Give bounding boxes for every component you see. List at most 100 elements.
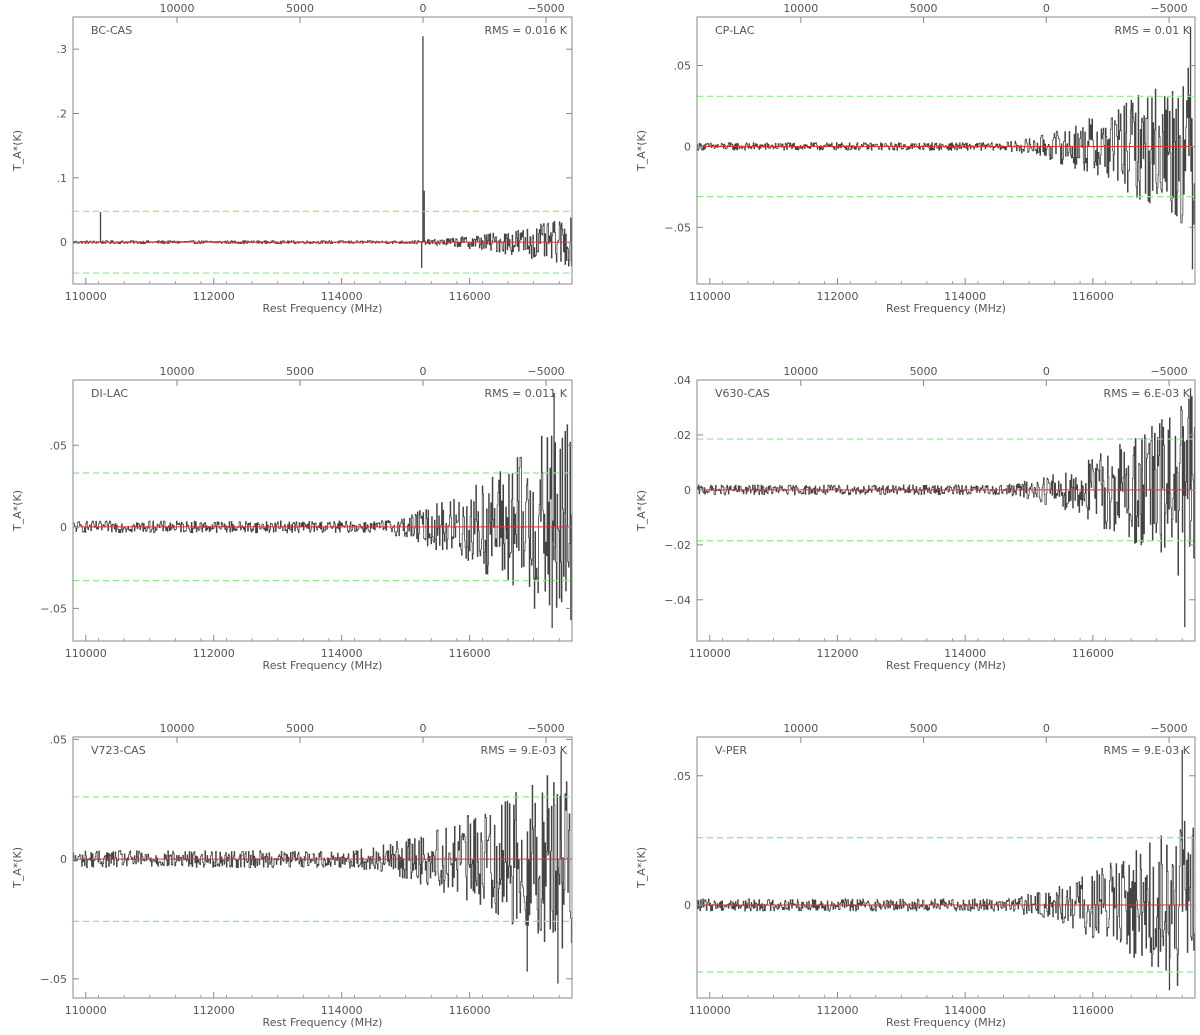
x-tick-label: 112000 [816, 647, 858, 660]
top-axis-tick-label: 10000 [160, 2, 195, 15]
x-tick-label: 110000 [689, 1004, 731, 1017]
top-axis-tick-label: −5000 [1150, 365, 1187, 378]
y-tick-label: −.05 [40, 602, 67, 615]
y-tick-label: −.04 [664, 594, 691, 607]
rms-label: RMS = 0.011 K [484, 387, 567, 400]
top-axis-tick-label: 5000 [910, 722, 938, 735]
rms-label: RMS = 6.E-03 K [1104, 387, 1191, 400]
y-axis-label: T_A*(K) [11, 490, 24, 532]
rms-label: RMS = 0.01 K [1114, 24, 1190, 37]
x-axis-label: Rest Frequency (MHz) [263, 659, 383, 672]
y-axis-label: T_A*(K) [11, 847, 24, 889]
top-axis-tick-label: 0 [420, 365, 427, 378]
x-tick-label: 112000 [193, 647, 235, 660]
source-label: V723-CAS [91, 744, 146, 757]
spectrum-panel-v-per: 110000 112000 114000 116000 10000 5000 0 −5000 0… [635, 722, 1196, 1029]
x-tick-label: 116000 [1072, 290, 1114, 303]
x-tick-label: 112000 [816, 1004, 858, 1017]
x-axis-label: Rest Frequency (MHz) [263, 1016, 383, 1029]
source-label: BC-CAS [91, 24, 132, 37]
top-axis-tick-label: 5000 [910, 2, 938, 15]
x-tick-label: 112000 [193, 290, 235, 303]
x-tick-label: 114000 [321, 290, 363, 303]
plot-frame [72, 379, 573, 642]
x-tick-label: 116000 [1072, 647, 1114, 660]
top-axis-tick-label: 10000 [783, 2, 818, 15]
top-axis-tick-label: 10000 [160, 365, 195, 378]
x-tick-label: 112000 [193, 1004, 235, 1017]
y-tick-label: .05 [50, 439, 68, 452]
x-tick-label: 116000 [449, 290, 491, 303]
top-axis-tick-label: 5000 [286, 722, 314, 735]
top-axis-tick-label: 5000 [910, 365, 938, 378]
y-tick-label: .3 [57, 43, 68, 56]
top-axis-tick-label: 10000 [783, 722, 818, 735]
x-axis-label: Rest Frequency (MHz) [263, 302, 383, 315]
plot-frame [72, 16, 573, 285]
y-tick-label: .02 [674, 429, 692, 442]
top-axis-tick-label: 0 [1043, 722, 1050, 735]
top-axis-tick-label: −5000 [527, 2, 564, 15]
plot-frame [72, 736, 573, 999]
spectrum-trace [697, 67, 1195, 225]
top-axis-tick-label: 0 [420, 722, 427, 735]
x-tick-label: 114000 [944, 1004, 986, 1017]
plot-frame [696, 379, 1196, 642]
top-axis-tick-label: 0 [1043, 2, 1050, 15]
y-tick-label: .05 [50, 733, 68, 746]
spectrum-trace [73, 775, 572, 949]
y-tick-label: 0 [684, 899, 691, 912]
y-tick-label: −.05 [40, 973, 67, 986]
top-axis-tick-label: 10000 [783, 365, 818, 378]
spectrum-panel-cp-lac: 110000 112000 114000 116000 10000 5000 0 −5000 −… [635, 2, 1196, 315]
spectrum-trace [697, 820, 1195, 986]
x-axis-label: Rest Frequency (MHz) [886, 659, 1006, 672]
x-tick-label: 110000 [689, 290, 731, 303]
top-axis-tick-label: −5000 [1150, 722, 1187, 735]
y-tick-label: 0 [60, 236, 67, 249]
x-tick-label: 116000 [1072, 1004, 1114, 1017]
source-label: V630-CAS [715, 387, 770, 400]
x-tick-label: 116000 [449, 1004, 491, 1017]
top-axis-tick-label: 5000 [286, 365, 314, 378]
x-tick-label: 114000 [944, 290, 986, 303]
top-axis-tick-label: 0 [1043, 365, 1050, 378]
spectrum-panel-v630-cas: 110000 112000 114000 116000 10000 5000 0 −5000 −… [635, 365, 1196, 672]
y-tick-label: 0 [60, 521, 67, 534]
top-axis-tick-label: −5000 [527, 722, 564, 735]
rms-label: RMS = 9.E-03 K [481, 744, 568, 757]
x-tick-label: 110000 [65, 290, 107, 303]
plot-frame [696, 736, 1196, 999]
y-tick-label: .04 [674, 374, 692, 387]
y-tick-label: −.02 [664, 539, 691, 552]
top-axis-tick-label: −5000 [527, 365, 564, 378]
source-label: V-PER [715, 744, 747, 757]
x-axis-label: Rest Frequency (MHz) [886, 1016, 1006, 1029]
x-tick-label: 110000 [689, 647, 731, 660]
y-axis-label: T_A*(K) [11, 130, 24, 172]
spectrum-trace [697, 396, 1195, 576]
top-axis-tick-label: −5000 [1150, 2, 1187, 15]
y-tick-label: 0 [684, 484, 691, 497]
top-axis-tick-label: 10000 [160, 722, 195, 735]
y-axis-label: T_A*(K) [635, 130, 648, 172]
x-tick-label: 110000 [65, 647, 107, 660]
top-axis-tick-label: 5000 [286, 2, 314, 15]
y-tick-label: .2 [57, 108, 68, 121]
top-axis-tick-label: 0 [420, 2, 427, 15]
plot-frame [696, 16, 1196, 285]
source-label: CP-LAC [715, 24, 755, 37]
spectrum-trace [73, 424, 572, 621]
rms-label: RMS = 0.016 K [484, 24, 567, 37]
y-tick-label: 0 [60, 853, 67, 866]
spectrum-panel-bc-cas: 110000 112000 114000 116000 10000 5000 0 −5000 0… [11, 2, 573, 315]
x-tick-label: 114000 [321, 647, 363, 660]
y-tick-label: .05 [674, 60, 692, 73]
x-tick-label: 116000 [449, 647, 491, 660]
y-tick-label: 0 [684, 140, 691, 153]
x-tick-label: 114000 [944, 647, 986, 660]
spectrum-panel-di-lac: 110000 112000 114000 116000 10000 5000 0 −5000 −… [11, 365, 573, 672]
y-axis-label: T_A*(K) [635, 847, 648, 889]
x-tick-label: 110000 [65, 1004, 107, 1017]
